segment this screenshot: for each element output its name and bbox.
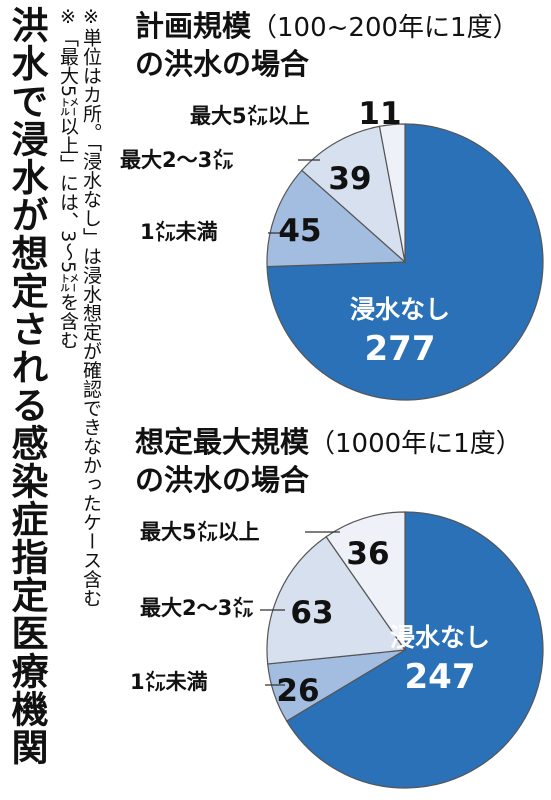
chart1-title-line1: 計画規模（100~200年に1度） bbox=[135, 8, 519, 46]
chart2-label-under1m: 1㍍未満 bbox=[130, 670, 208, 694]
chart2-slice-0-label: 浸水なし bbox=[390, 623, 490, 652]
chart2-label-2-3m: 最大2～3㍍ bbox=[140, 596, 254, 620]
chart1-title-paren: （100~200年に1度） bbox=[251, 13, 519, 43]
chart1-title: 計画規模 bbox=[135, 9, 252, 43]
chart1-value-0: 277 bbox=[365, 329, 436, 369]
chart1-subtitle: の洪水の場合 bbox=[135, 47, 310, 81]
chart1-value-3: 11 bbox=[358, 96, 401, 132]
chart1-slice-2 bbox=[300, 125, 406, 264]
chart2-value-3: 36 bbox=[346, 536, 389, 572]
chart2-value-1: 26 bbox=[276, 673, 319, 709]
chart1-slice-3 bbox=[378, 123, 406, 263]
chart1-value-1: 45 bbox=[278, 213, 321, 249]
chart2-title-line1: 想定最大規模（1000年に1度） bbox=[135, 424, 522, 462]
chart2-slice-3 bbox=[325, 511, 406, 652]
chart2-label-5m: 最大5㍍以上 bbox=[140, 520, 260, 544]
chart2-value-2: 63 bbox=[290, 595, 333, 631]
chart2-slice-2 bbox=[266, 535, 407, 665]
chart1-slice-1 bbox=[266, 169, 407, 268]
note-1: ※単位はカ所。「浸水なし」は浸水想定が確認できなかったケース含む bbox=[80, 6, 102, 608]
main-title: 洪水で浸水が想定される感染症指定医療機関 bbox=[5, 6, 48, 766]
chart1-value-2: 39 bbox=[328, 161, 371, 197]
chart2-value-0: 247 bbox=[405, 657, 476, 697]
chart2-subtitle: の洪水の場合 bbox=[135, 463, 310, 497]
chart2-slice-0 bbox=[285, 511, 544, 789]
chart2-title: 想定最大規模 bbox=[135, 425, 310, 459]
chart1-label-2-3m: 最大2～3㍍ bbox=[120, 148, 234, 172]
note-2: ※「最大5㍍以上」には、3～5㍍を含む bbox=[57, 6, 79, 350]
chart1-label-5m: 最大5㍍以上 bbox=[190, 104, 310, 128]
chart2-title-paren: （1000年に1度） bbox=[309, 429, 522, 459]
chart1-label-under1m: 1㍍未満 bbox=[140, 220, 218, 244]
chart1-slice-0-label: 浸水なし bbox=[350, 295, 450, 324]
notes: ※単位はカ所。「浸水なし」は浸水想定が確認できなかったケース含む ※「最大5㍍以… bbox=[56, 6, 102, 796]
